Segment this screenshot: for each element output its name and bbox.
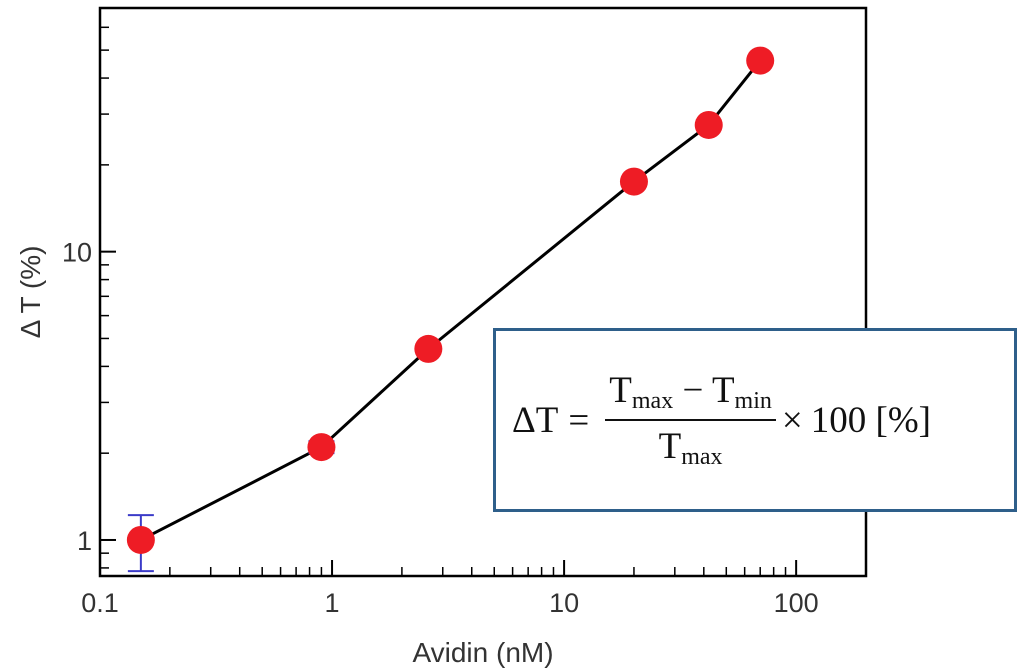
equation-times: ×	[781, 399, 803, 441]
delta-t-equation: ΔT = Tmax − Tmin Tmax × 100 [%]	[512, 331, 931, 509]
numerator-max-subscript: max	[631, 388, 674, 414]
equation-numerator: Tmax − Tmin	[605, 369, 776, 421]
data-point	[307, 433, 336, 462]
numerator-t-max: T	[609, 370, 632, 411]
equation-denominator: Tmax	[655, 421, 727, 471]
y-axis-title: Δ T (%)	[15, 246, 46, 339]
equation-equals: =	[568, 399, 590, 441]
error-bars	[127, 440, 335, 573]
x-tick-label: 100	[774, 588, 819, 618]
data-points	[126, 46, 775, 554]
equation-minus: −	[682, 370, 704, 411]
denominator-t: T	[658, 426, 682, 467]
equation-box: ΔT = Tmax − Tmin Tmax × 100 [%]	[493, 328, 1017, 512]
minor-ticks	[100, 7, 867, 576]
equation-fraction: Tmax − Tmin Tmax	[605, 369, 776, 471]
x-axis-title: Avidin (nM)	[412, 637, 553, 668]
numerator-t-min: T	[711, 370, 735, 411]
equation-factor: 100 [%]	[810, 399, 931, 441]
x-tick-label: 1	[325, 588, 340, 618]
data-point	[694, 110, 723, 139]
equation-lhs: ΔT	[512, 399, 559, 441]
tick-labels: 0.1 1 10 100 1 10	[62, 238, 819, 618]
x-tick-label: 10	[549, 588, 579, 618]
data-point	[746, 46, 775, 75]
data-point	[619, 167, 648, 196]
data-point	[126, 525, 155, 554]
y-tick-label: 1	[77, 526, 92, 556]
denominator-max-subscript: max	[681, 444, 723, 470]
plot-frame	[98, 6, 868, 578]
x-tick-label: 0.1	[81, 588, 119, 618]
data-point	[414, 334, 443, 363]
major-ticks	[99, 250, 798, 576]
numerator-min-subscript: min	[734, 388, 772, 414]
y-tick-label: 10	[62, 238, 92, 268]
